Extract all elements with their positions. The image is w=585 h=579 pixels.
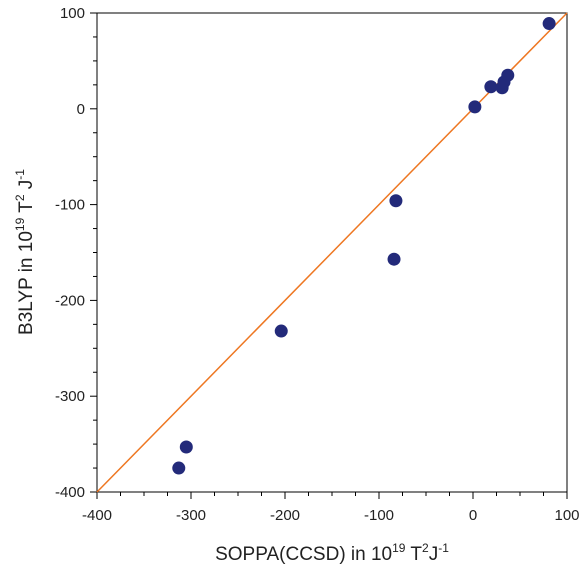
y-tick-label: -400 xyxy=(55,484,85,501)
x-tick-label: -300 xyxy=(176,507,206,524)
data-point xyxy=(389,194,403,208)
data-point xyxy=(274,324,288,338)
tick-labels: -400 -300 -200 -100 0 100 -400 -300 -200 -100 0 100 xyxy=(55,5,580,524)
data-point xyxy=(501,68,515,82)
x-tick-label: 0 xyxy=(469,507,477,524)
x-tick-label: -100 xyxy=(364,507,394,524)
data-point xyxy=(179,440,193,454)
y-tick-label: -200 xyxy=(55,292,85,309)
data-point xyxy=(172,461,186,475)
data-points xyxy=(172,17,556,475)
x-tick-label: -400 xyxy=(82,507,112,524)
x-axis-title: SOPPA(CCSD) in 1019 T2J-1 xyxy=(215,541,449,565)
y-tick-label: -100 xyxy=(55,197,85,214)
y-tick-label: 0 xyxy=(77,101,85,118)
y-tick-label: -300 xyxy=(55,388,85,405)
x-tick-label: 100 xyxy=(554,507,579,524)
axis-ticks xyxy=(90,12,568,499)
data-point xyxy=(468,100,482,114)
data-point xyxy=(542,17,556,31)
data-point xyxy=(484,80,498,94)
data-point xyxy=(387,252,401,266)
x-tick-label: -200 xyxy=(270,507,300,524)
y-tick-label: 100 xyxy=(60,5,85,22)
y-axis-title: B3LYP in 1019 T2 J-1 xyxy=(13,169,37,335)
